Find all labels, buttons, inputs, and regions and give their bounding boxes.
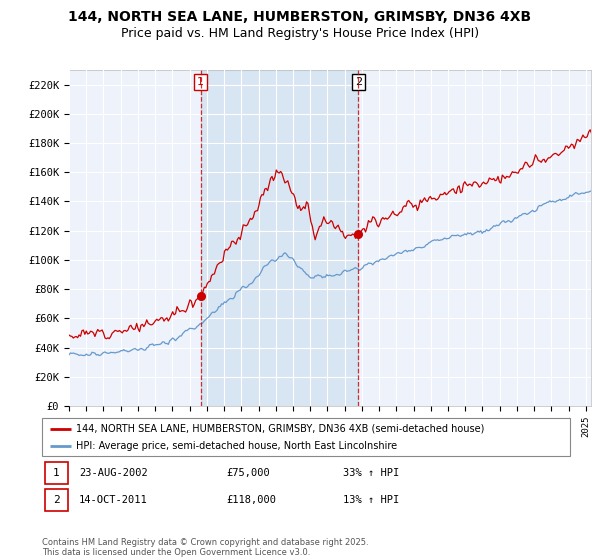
FancyBboxPatch shape xyxy=(44,463,68,484)
Text: 2: 2 xyxy=(53,495,60,505)
Text: 1: 1 xyxy=(197,77,204,87)
Text: 13% ↑ HPI: 13% ↑ HPI xyxy=(343,495,399,505)
Text: 14-OCT-2011: 14-OCT-2011 xyxy=(79,495,148,505)
Text: HPI: Average price, semi-detached house, North East Lincolnshire: HPI: Average price, semi-detached house,… xyxy=(76,441,397,451)
Text: Price paid vs. HM Land Registry's House Price Index (HPI): Price paid vs. HM Land Registry's House … xyxy=(121,27,479,40)
Text: 144, NORTH SEA LANE, HUMBERSTON, GRIMSBY, DN36 4XB (semi-detached house): 144, NORTH SEA LANE, HUMBERSTON, GRIMSBY… xyxy=(76,423,485,433)
Text: 1: 1 xyxy=(53,468,60,478)
Text: £118,000: £118,000 xyxy=(227,495,277,505)
Text: 33% ↑ HPI: 33% ↑ HPI xyxy=(343,468,399,478)
FancyBboxPatch shape xyxy=(44,489,68,511)
Bar xyxy=(200,70,358,406)
Text: £75,000: £75,000 xyxy=(227,468,271,478)
Text: 23-AUG-2002: 23-AUG-2002 xyxy=(79,468,148,478)
FancyBboxPatch shape xyxy=(42,418,570,456)
Text: 2: 2 xyxy=(355,77,362,87)
Text: 144, NORTH SEA LANE, HUMBERSTON, GRIMSBY, DN36 4XB: 144, NORTH SEA LANE, HUMBERSTON, GRIMSBY… xyxy=(68,10,532,24)
Text: Contains HM Land Registry data © Crown copyright and database right 2025.
This d: Contains HM Land Registry data © Crown c… xyxy=(42,538,368,557)
